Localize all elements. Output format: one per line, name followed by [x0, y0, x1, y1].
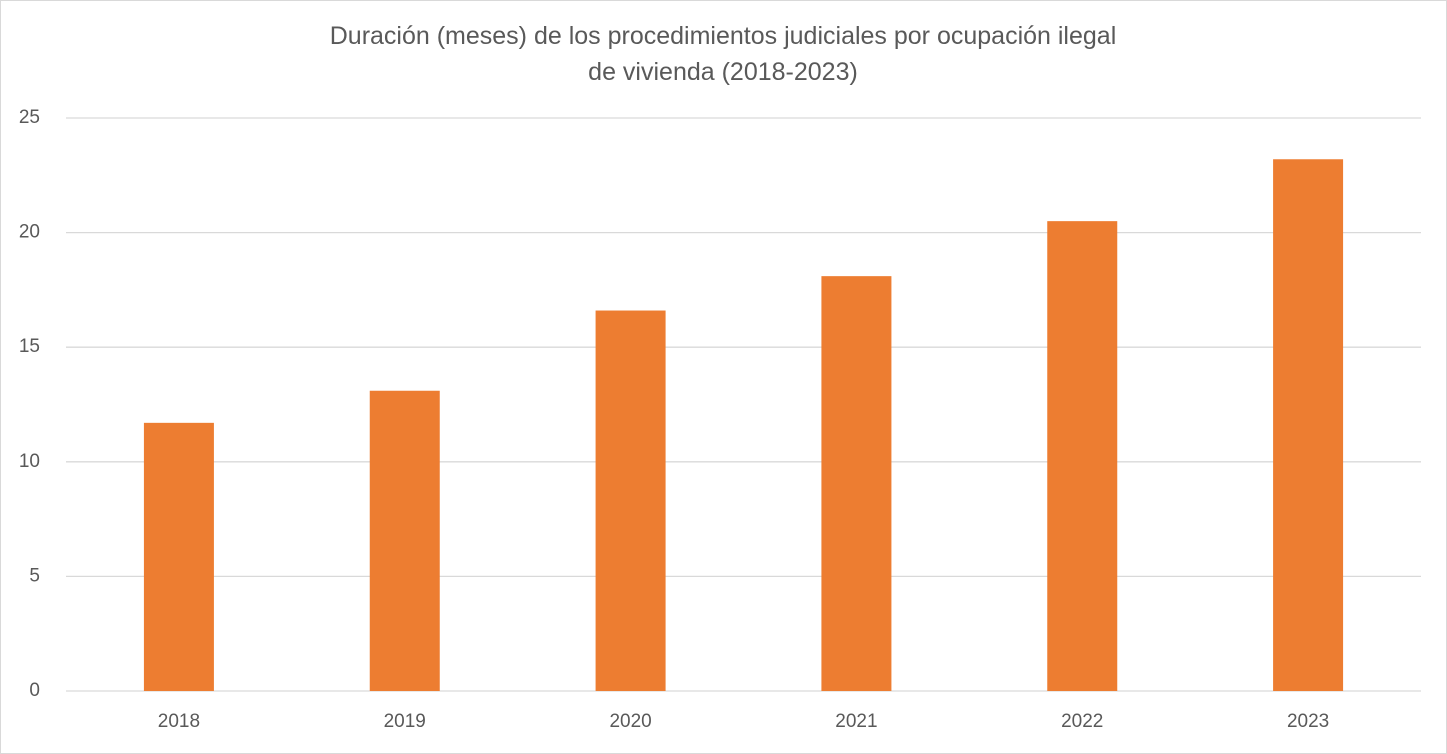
bar — [369, 390, 440, 691]
chart-title: Duración (meses) de los procedimientos j… — [329, 22, 1117, 86]
x-tick-label: 2022 — [1061, 711, 1103, 732]
y-tick-label: 20 — [19, 222, 40, 243]
bar — [143, 422, 214, 691]
y-tick-label: 10 — [19, 451, 40, 472]
y-tick-label: 25 — [19, 107, 40, 128]
bar — [821, 276, 892, 691]
x-tick-label: 2019 — [384, 711, 426, 732]
x-tick-label: 2021 — [835, 711, 877, 732]
y-tick-label: 0 — [29, 680, 40, 701]
bar — [595, 310, 666, 691]
bar — [1047, 221, 1118, 691]
y-tick-label: 15 — [19, 336, 40, 357]
x-tick-label: 2023 — [1287, 711, 1329, 732]
bar — [1273, 159, 1344, 692]
x-tick-label: 2018 — [158, 711, 200, 732]
x-tick-label: 2020 — [609, 711, 651, 732]
y-tick-label: 5 — [29, 565, 40, 586]
